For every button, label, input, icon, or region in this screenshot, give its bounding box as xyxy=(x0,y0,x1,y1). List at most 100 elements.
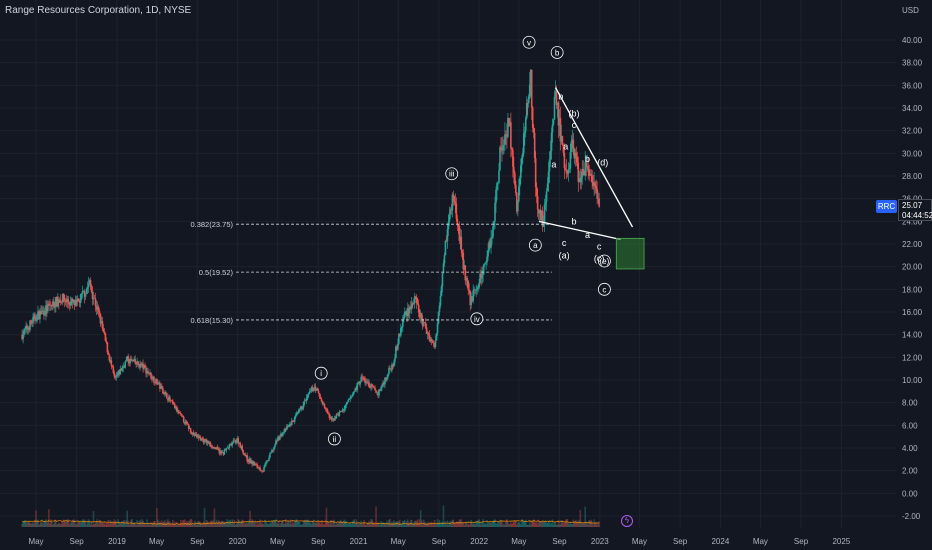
volume-bar xyxy=(559,523,562,527)
candle-body xyxy=(273,447,275,451)
volume-bar xyxy=(210,520,213,527)
volume-bar xyxy=(419,510,422,527)
volume-bar xyxy=(259,519,261,527)
candle-body xyxy=(101,321,104,329)
candle-body xyxy=(421,318,424,326)
volume-bar xyxy=(29,522,31,527)
candle-body xyxy=(466,278,469,281)
candle-body xyxy=(410,303,413,310)
volume-bar xyxy=(21,523,23,527)
candle-body xyxy=(160,386,162,389)
volume-bar xyxy=(229,519,232,527)
candle-body xyxy=(485,261,487,264)
candle-body xyxy=(247,461,249,462)
y-tick-label: 8.00 xyxy=(902,399,918,408)
volume-bar xyxy=(289,519,292,527)
candle-body xyxy=(391,364,393,371)
candle-body xyxy=(109,360,112,361)
volume-bar xyxy=(497,521,499,527)
candle-body xyxy=(521,152,524,159)
volume-bar xyxy=(178,523,181,527)
volume-bar xyxy=(563,522,566,527)
volume-bar xyxy=(203,507,206,527)
candle-body xyxy=(463,265,466,270)
candle-body xyxy=(108,354,111,361)
wave-label-circle xyxy=(314,366,328,380)
volume-bar xyxy=(522,521,525,527)
volume-bar xyxy=(434,524,437,527)
candle-body xyxy=(437,312,440,324)
candle-body xyxy=(177,410,180,413)
candle-body xyxy=(142,363,144,369)
candle-body xyxy=(542,224,545,227)
volume-bar xyxy=(280,523,282,527)
volume-bar xyxy=(580,522,583,527)
volume-bar xyxy=(561,520,564,527)
candle-body xyxy=(318,393,321,397)
volume-bar xyxy=(352,520,355,527)
candle-body xyxy=(188,428,191,429)
volume-bar xyxy=(149,522,151,527)
candle-body xyxy=(325,408,328,410)
candle-body xyxy=(285,428,287,430)
volume-bar xyxy=(22,521,24,527)
candle-body xyxy=(276,440,278,442)
volume-bar xyxy=(368,520,370,527)
volume-bar xyxy=(550,522,553,527)
candle-body xyxy=(511,148,513,150)
candle-body xyxy=(179,413,182,415)
candle-body xyxy=(174,406,177,409)
volume-bar xyxy=(246,523,248,527)
candle-body xyxy=(186,423,189,425)
volume-bar xyxy=(298,521,301,527)
volume-bar xyxy=(245,521,247,527)
candle-body xyxy=(424,322,427,328)
candle-body xyxy=(508,117,510,126)
candle-body xyxy=(473,289,475,291)
candle-body xyxy=(141,363,143,366)
volume-bar xyxy=(349,522,352,527)
volume-bar xyxy=(364,524,366,527)
candle-body xyxy=(367,382,369,383)
volume-bar xyxy=(211,521,214,527)
volume-bar xyxy=(535,521,538,527)
candle-body xyxy=(79,294,82,303)
volume-bar xyxy=(499,519,501,527)
candle-body xyxy=(150,372,152,379)
candle-body xyxy=(262,471,264,472)
volume-bar xyxy=(23,520,25,527)
candle-body xyxy=(220,451,223,453)
candle-body xyxy=(46,305,48,312)
volume-bar xyxy=(357,524,360,527)
volume-bar xyxy=(72,519,75,527)
volume-bar xyxy=(58,523,61,527)
candle-body xyxy=(362,377,364,379)
volume-bar xyxy=(100,521,103,527)
candle-body xyxy=(500,147,502,149)
volume-bar xyxy=(382,521,384,527)
lightning-icon[interactable]: ϟ xyxy=(621,515,633,527)
candle-body xyxy=(295,413,298,416)
candle-body xyxy=(245,455,247,457)
x-tick-label: May xyxy=(149,537,164,546)
volume-bar xyxy=(379,524,381,527)
volume-bar xyxy=(345,521,348,527)
candle-body xyxy=(55,297,57,308)
candle-body xyxy=(198,437,201,439)
volume-bar xyxy=(342,522,345,527)
candle-body xyxy=(505,134,507,135)
volume-bar xyxy=(230,523,233,527)
candle-body xyxy=(279,436,281,440)
volume-bar xyxy=(476,521,478,527)
candle-body xyxy=(419,312,422,318)
candle-body xyxy=(87,284,90,288)
candle-body xyxy=(297,410,300,413)
volume-bar xyxy=(124,524,127,527)
volume-bar xyxy=(43,520,45,527)
candle-body xyxy=(341,409,344,412)
volume-bar xyxy=(177,523,180,527)
candle-body xyxy=(528,84,531,97)
volume-bar xyxy=(555,524,558,527)
volume-bar xyxy=(504,524,506,527)
